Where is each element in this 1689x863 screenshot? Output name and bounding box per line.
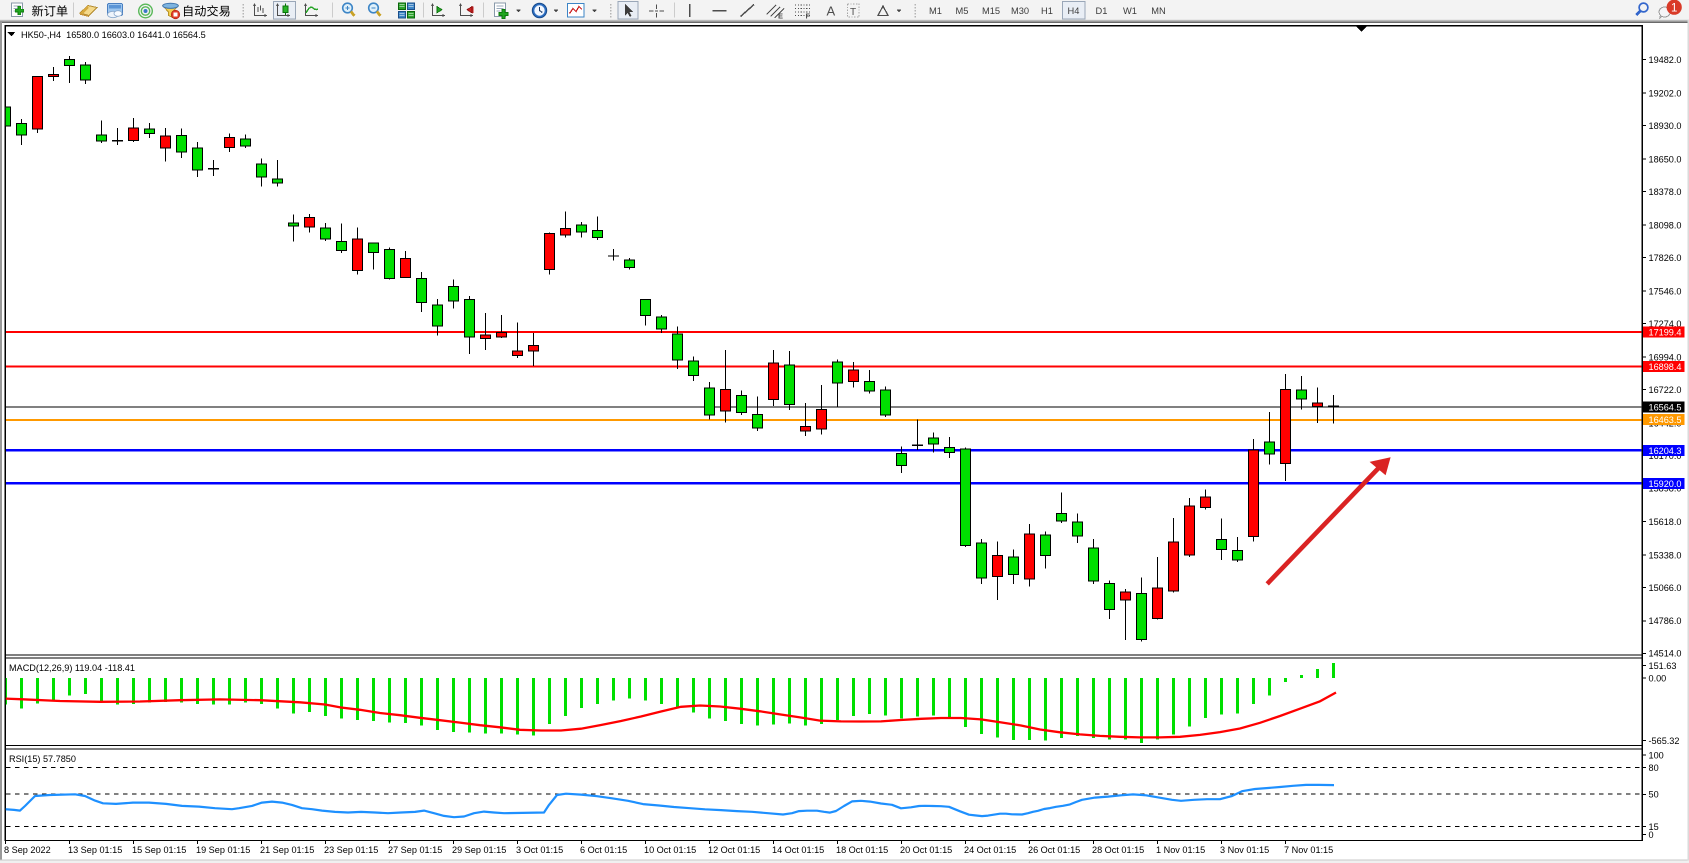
svg-text:15: 15	[1649, 822, 1659, 832]
svg-text:17199.4: 17199.4	[1649, 327, 1682, 337]
svg-text:23 Sep 01:15: 23 Sep 01:15	[324, 845, 378, 855]
svg-text:HK50-,H4 16580.0 16603.0 1644: HK50-,H4 16580.0 16603.0 16441.0 16564.5	[21, 30, 206, 40]
svg-text:14514.0: 14514.0	[1649, 649, 1682, 659]
svg-text:24 Oct 01:15: 24 Oct 01:15	[964, 845, 1016, 855]
svg-text:20 Oct 01:15: 20 Oct 01:15	[900, 845, 952, 855]
svg-text:14786.0: 14786.0	[1649, 616, 1682, 626]
svg-text:E: E	[778, 12, 783, 21]
svg-text:H1: H1	[1041, 6, 1053, 16]
svg-text:15920.0: 15920.0	[1649, 479, 1682, 489]
svg-text:14 Oct 01:15: 14 Oct 01:15	[772, 845, 824, 855]
svg-text:3 Oct 01:15: 3 Oct 01:15	[516, 845, 563, 855]
svg-text:28 Oct 01:15: 28 Oct 01:15	[1092, 845, 1144, 855]
svg-text:8 Sep 2022: 8 Sep 2022	[4, 845, 51, 855]
svg-text:16994.0: 16994.0	[1649, 352, 1682, 362]
svg-text:16463.5: 16463.5	[1649, 415, 1682, 425]
svg-text:M15: M15	[982, 6, 1000, 16]
svg-text:13 Sep 01:15: 13 Sep 01:15	[68, 845, 122, 855]
svg-text:0.00: 0.00	[1649, 674, 1667, 684]
svg-text:15618.0: 15618.0	[1649, 517, 1682, 527]
svg-text:RSI(15) 57.7850: RSI(15) 57.7850	[9, 754, 76, 764]
svg-text:18378.0: 18378.0	[1649, 187, 1682, 197]
svg-text:17546.0: 17546.0	[1649, 286, 1682, 296]
svg-text:16564.5: 16564.5	[1649, 402, 1682, 412]
svg-text:21 Sep 01:15: 21 Sep 01:15	[260, 845, 314, 855]
svg-text:M30: M30	[1011, 6, 1029, 16]
svg-text:17826.0: 17826.0	[1649, 253, 1682, 263]
svg-text:19202.0: 19202.0	[1649, 89, 1682, 99]
svg-text:6 Oct 01:15: 6 Oct 01:15	[580, 845, 627, 855]
svg-text:M5: M5	[956, 6, 969, 16]
svg-text:A: A	[827, 4, 836, 19]
svg-text:16722.0: 16722.0	[1649, 385, 1682, 395]
svg-text:F: F	[806, 12, 811, 21]
svg-text:MACD(12,26,9) 119.04 -118.41: MACD(12,26,9) 119.04 -118.41	[9, 663, 135, 673]
svg-text:10 Oct 01:15: 10 Oct 01:15	[644, 845, 696, 855]
svg-text:50: 50	[1649, 790, 1659, 800]
svg-text:MN: MN	[1151, 6, 1165, 16]
svg-text:12 Oct 01:15: 12 Oct 01:15	[708, 845, 760, 855]
svg-text:16898.4: 16898.4	[1649, 362, 1682, 372]
svg-text:1: 1	[1671, 2, 1677, 14]
svg-text:0: 0	[1649, 830, 1654, 840]
svg-text:M1: M1	[929, 6, 942, 16]
svg-text:18 Oct 01:15: 18 Oct 01:15	[836, 845, 888, 855]
svg-text:17274.0: 17274.0	[1649, 319, 1682, 329]
svg-text:27 Sep 01:15: 27 Sep 01:15	[388, 845, 442, 855]
svg-text:29 Sep 01:15: 29 Sep 01:15	[452, 845, 506, 855]
svg-text:15066.0: 15066.0	[1649, 583, 1682, 593]
svg-text:151.63: 151.63	[1649, 661, 1677, 671]
svg-text:7 Nov 01:15: 7 Nov 01:15	[1284, 845, 1333, 855]
svg-text:H4: H4	[1068, 6, 1080, 16]
svg-text:1 Nov 01:15: 1 Nov 01:15	[1156, 845, 1205, 855]
svg-text:15338.0: 15338.0	[1649, 550, 1682, 560]
svg-text:T: T	[850, 7, 856, 18]
svg-text:3 Nov 01:15: 3 Nov 01:15	[1220, 845, 1269, 855]
svg-text:15 Sep 01:15: 15 Sep 01:15	[132, 845, 186, 855]
svg-text:100: 100	[1649, 750, 1664, 760]
svg-text:26 Oct 01:15: 26 Oct 01:15	[1028, 845, 1080, 855]
svg-text:80: 80	[1649, 763, 1659, 773]
svg-text:D1: D1	[1096, 6, 1108, 16]
svg-text:18650.0: 18650.0	[1649, 154, 1682, 164]
svg-text:W1: W1	[1123, 6, 1137, 16]
svg-text:18098.0: 18098.0	[1649, 220, 1682, 230]
svg-text:18930.0: 18930.0	[1649, 121, 1682, 131]
svg-text:-565.32: -565.32	[1649, 736, 1680, 746]
svg-text:19 Sep 01:15: 19 Sep 01:15	[196, 845, 250, 855]
svg-text:16204.3: 16204.3	[1649, 446, 1682, 456]
svg-text:19482.0: 19482.0	[1649, 55, 1682, 65]
